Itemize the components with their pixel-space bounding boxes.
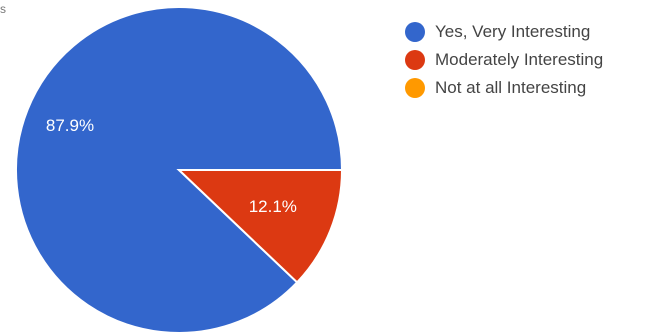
legend-label-yes: Yes, Very Interesting — [435, 21, 591, 41]
legend: Yes, Very Interesting Moderately Interes… — [405, 20, 603, 104]
legend-item-not[interactable]: Not at all Interesting — [405, 76, 603, 99]
legend-swatch-not — [405, 77, 425, 98]
legend-swatch-moderate — [405, 49, 425, 70]
truncated-caption: s — [0, 2, 6, 16]
legend-swatch-yes — [405, 21, 425, 42]
legend-item-moderate[interactable]: Moderately Interesting — [405, 48, 603, 71]
legend-item-yes[interactable]: Yes, Very Interesting — [405, 20, 603, 43]
slice-moderate[interactable] — [176, 169, 344, 284]
slice-label-moderate: 12.1% — [249, 197, 297, 216]
legend-label-not: Not at all Interesting — [435, 77, 587, 97]
legend-label-moderate: Moderately Interesting — [435, 49, 604, 69]
slice-label-yes: 87.9% — [46, 116, 94, 135]
